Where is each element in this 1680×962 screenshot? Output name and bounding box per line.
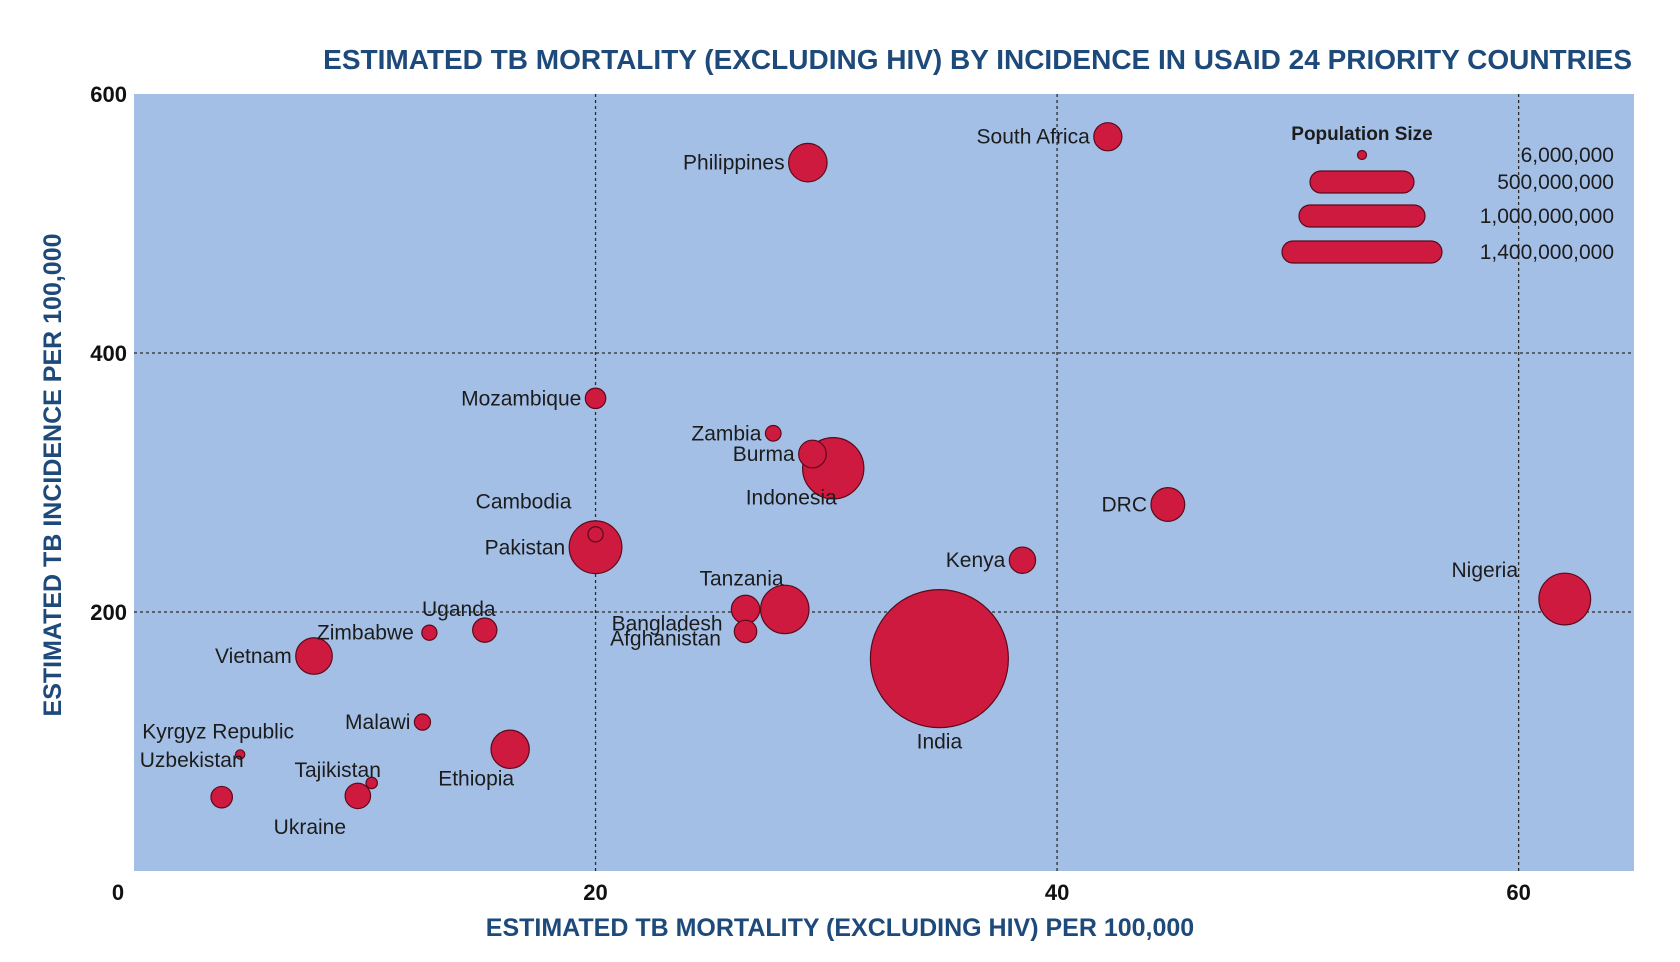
label-tanzania: Tanzania: [700, 567, 784, 590]
label-nigeria: Nigeria: [1452, 559, 1519, 582]
bubble-pakistan: [568, 520, 623, 575]
bubble-india: [869, 589, 1009, 729]
x-tick-label: 60: [1506, 880, 1530, 905]
label-tajikistan: Tajikistan: [295, 759, 381, 782]
legend-label-500000000: 500,000,000: [1497, 171, 1614, 194]
label-malawi: Malawi: [345, 711, 410, 734]
legend-label-6000000: 6,000,000: [1521, 144, 1614, 167]
label-ukraine: Ukraine: [274, 816, 346, 839]
label-vietnam: Vietnam: [215, 645, 292, 668]
bubble-zimbabwe: [421, 624, 438, 641]
bubble-mozambique: [584, 387, 607, 410]
legend-label-1400000000: 1,400,000,000: [1480, 241, 1614, 264]
label-pakistan: Pakistan: [485, 536, 566, 559]
bubble-tanzania: [730, 594, 761, 625]
legend-title: Population Size: [1291, 124, 1432, 145]
chart-title: ESTIMATED TB MORTALITY (EXCLUDING HIV) B…: [323, 44, 1632, 75]
label-drc: DRC: [1101, 494, 1147, 517]
bubbles: [210, 122, 1592, 810]
bubble-cambodia: [587, 526, 604, 543]
label-afghanistan: Afghanistan: [610, 627, 721, 650]
bubble-drc: [1150, 487, 1186, 522]
x-tick-label: 0: [112, 880, 124, 905]
bubble-kenya: [1008, 546, 1037, 574]
x-axis-title: ESTIMATED TB MORTALITY (EXCLUDING HIV) P…: [486, 914, 1194, 942]
label-mozambique: Mozambique: [461, 387, 581, 410]
label-burma: Burma: [733, 443, 795, 466]
bubble-south-africa: [1093, 122, 1123, 152]
label-bangladesh: Bangladesh: [612, 612, 723, 635]
legend-swatch-500000000: [1309, 170, 1415, 194]
y-tick-label: 600: [90, 82, 127, 107]
bubble-tajikistan: [365, 776, 378, 790]
bubble-uzbekistan: [210, 785, 234, 809]
label-ethiopia: Ethiopia: [438, 767, 514, 790]
country-labels: South AfricaPhilippinesMozambiqueZambiaB…: [140, 126, 1519, 839]
label-indonesia: Indonesia: [746, 486, 837, 509]
bubble-philippines: [788, 142, 828, 183]
legend-swatch-1000000000: [1298, 204, 1426, 228]
gridlines: [134, 94, 1634, 871]
legend-entries: 6,000,000 500,000,000 1,000,000,000 1,400,0…: [1281, 144, 1614, 264]
bubble-ukraine: [344, 782, 372, 810]
label-zimbabwe: Zimbabwe: [317, 622, 414, 645]
label-cambodia: Cambodia: [476, 490, 572, 513]
label-philippines: Philippines: [683, 152, 785, 175]
x-tick-label: 20: [583, 880, 607, 905]
legend-swatch-1400000000: [1281, 240, 1443, 264]
bubble-kyrgyz-republic: [234, 749, 246, 760]
label-uzbekistan: Uzbekistan: [140, 749, 244, 772]
legend-label-1000000000: 1,000,000,000: [1480, 205, 1614, 228]
y-tick-label: 200: [90, 600, 127, 625]
label-india: India: [917, 731, 963, 754]
bubble-burma: [798, 439, 827, 469]
population-legend: Population Size 6,000,000 500,000,000 1,00…: [1281, 124, 1614, 264]
bubble-bangladesh: [759, 584, 810, 635]
legend-swatch-6000000: [1356, 149, 1368, 161]
y-axis-title: ESTIMATED TB INCIDENCE PER 100,000: [39, 234, 67, 717]
label-south-africa: South Africa: [977, 126, 1091, 149]
label-kyrgyz-republic: Kyrgyz Republic: [142, 720, 294, 743]
bubble-malawi: [413, 713, 432, 731]
label-uganda: Uganda: [422, 598, 496, 621]
bubble-vietnam: [295, 637, 333, 675]
label-zambia: Zambia: [691, 422, 761, 445]
x-tick-label: 40: [1045, 880, 1069, 905]
y-tick-label: 400: [90, 341, 127, 366]
bubble-ethiopia: [490, 729, 530, 770]
bubble-nigeria: [1538, 572, 1592, 626]
label-kenya: Kenya: [946, 549, 1006, 572]
bubble-zambia: [764, 424, 782, 442]
axis-ticks: 0 20 40 60 200 400 600: [90, 82, 1531, 905]
bubble-afghanistan: [733, 619, 758, 644]
bubble-uganda: [472, 617, 498, 643]
